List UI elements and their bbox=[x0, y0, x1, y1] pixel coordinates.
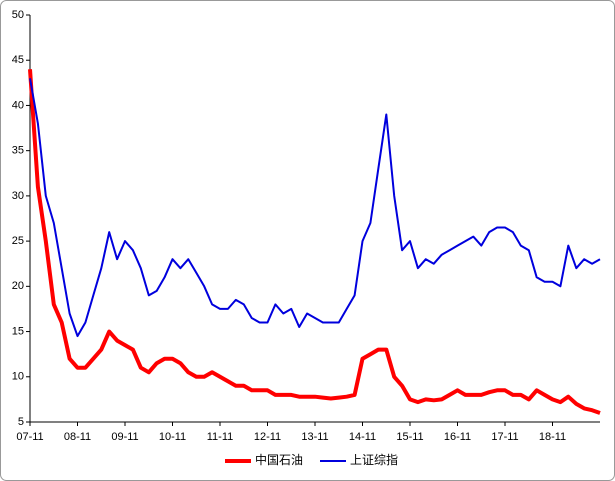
y-tick-label: 5 bbox=[18, 416, 24, 428]
y-tick-label: 40 bbox=[12, 99, 24, 111]
y-tick-label: 25 bbox=[12, 235, 24, 247]
x-tick-label: 18-11 bbox=[539, 431, 566, 443]
y-tick-label: 30 bbox=[12, 190, 24, 202]
x-tick-label: 07-11 bbox=[16, 431, 43, 443]
x-tick-label: 08-11 bbox=[64, 431, 91, 443]
x-tick-label: 16-11 bbox=[444, 431, 471, 443]
x-tick-label: 11-11 bbox=[207, 431, 234, 443]
y-tick-label: 50 bbox=[12, 9, 24, 21]
legend-label: 中国石油 bbox=[255, 452, 303, 467]
series-line bbox=[29, 78, 601, 338]
x-tick-label: 09-11 bbox=[111, 431, 138, 443]
x-tick-label: 15-11 bbox=[396, 431, 423, 443]
legend-label: 上证综指 bbox=[350, 452, 398, 467]
y-tick-label: 35 bbox=[12, 145, 24, 157]
y-tick-label: 15 bbox=[12, 325, 24, 337]
x-tick-label: 12-11 bbox=[254, 431, 281, 443]
y-tick-label: 45 bbox=[12, 54, 24, 66]
y-tick-label: 20 bbox=[12, 280, 24, 292]
x-tick-label: 14-11 bbox=[349, 431, 376, 443]
y-tick-label: 10 bbox=[12, 371, 24, 383]
series-line bbox=[28, 69, 601, 415]
x-tick-label: 10-11 bbox=[159, 431, 186, 443]
x-tick-label: 17-11 bbox=[491, 431, 518, 443]
x-tick-label: 13-11 bbox=[301, 431, 328, 443]
